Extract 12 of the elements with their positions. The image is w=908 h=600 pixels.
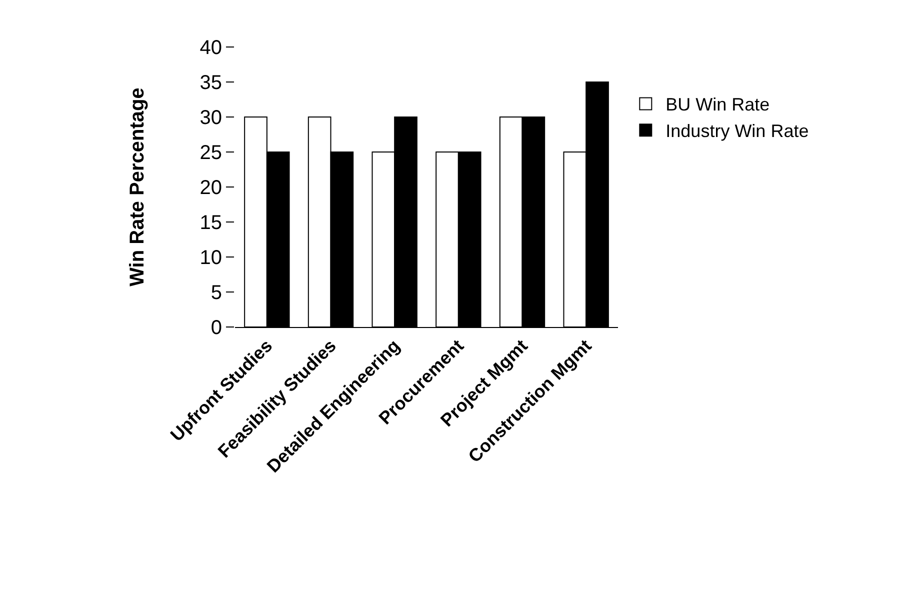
y-tick-label: 20 <box>200 177 222 199</box>
y-tick-label: 25 <box>200 142 222 164</box>
y-tick-label: 35 <box>200 72 222 94</box>
y-axis-title: Win Rate Percentage <box>126 88 148 286</box>
y-tick-label: 10 <box>200 247 222 269</box>
legend-label: Industry Win Rate <box>666 121 809 142</box>
y-tick-label: 30 <box>200 107 222 129</box>
legend-label: BU Win Rate <box>666 94 770 115</box>
y-tick-label: 0 <box>210 317 222 339</box>
y-tick-label: 15 <box>200 212 222 234</box>
y-tick-label: 5 <box>210 282 222 304</box>
y-tick-label: 40 <box>200 37 222 59</box>
